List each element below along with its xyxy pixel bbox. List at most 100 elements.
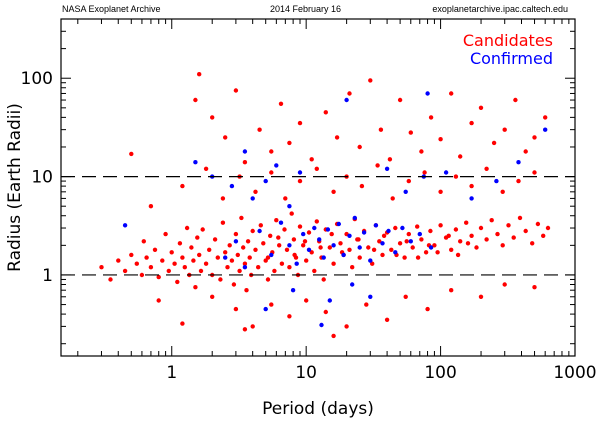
candidates-point xyxy=(489,218,494,223)
candidates-point xyxy=(438,223,443,228)
candidates-point xyxy=(410,245,415,250)
candidates-point xyxy=(241,245,246,250)
candidates-point xyxy=(291,237,297,242)
candidates-point xyxy=(292,252,297,258)
confirmed-point xyxy=(341,252,346,258)
candidates-point xyxy=(287,265,292,270)
candidates-point xyxy=(223,250,228,255)
candidates-point xyxy=(297,178,303,184)
candidates-point xyxy=(455,252,461,258)
confirmed-point xyxy=(312,225,317,231)
legend-confirmed: Confirmed xyxy=(470,49,553,68)
candidates-point xyxy=(148,204,154,209)
candidates-point xyxy=(156,274,161,280)
candidates-point xyxy=(215,255,220,260)
candidates-point xyxy=(247,255,252,260)
confirmed-point xyxy=(347,233,352,238)
candidates-point xyxy=(289,211,294,216)
candidates-point xyxy=(250,228,255,234)
candidates-point xyxy=(464,220,469,225)
candidates-point xyxy=(541,233,546,238)
candidates-point xyxy=(523,228,528,234)
candidates-point xyxy=(203,261,209,266)
candidates-point xyxy=(491,140,497,146)
y-tick-label: 10 xyxy=(31,168,53,188)
candidates-point xyxy=(210,294,215,299)
confirmed-point xyxy=(325,227,331,232)
confirmed-point xyxy=(306,247,312,252)
candidates-point xyxy=(393,225,398,231)
candidates-point xyxy=(378,127,384,132)
candidates-point xyxy=(404,239,409,244)
candidates-point xyxy=(250,324,255,329)
candidates-point xyxy=(359,183,365,189)
candidates-point xyxy=(197,72,202,77)
confirmed-point xyxy=(516,160,521,165)
candidates-point xyxy=(484,166,489,171)
candidates-point xyxy=(408,130,413,135)
confirmed-point xyxy=(384,166,390,171)
candidates-point xyxy=(172,261,177,266)
candidates-point xyxy=(331,189,336,194)
candidates-point xyxy=(306,230,312,235)
candidates-point xyxy=(469,233,474,238)
y-tick-label: 100 xyxy=(21,69,53,89)
candidates-point xyxy=(484,237,489,242)
candidates-point xyxy=(415,224,420,229)
candidates-point xyxy=(193,285,198,290)
candidates-point xyxy=(323,110,328,115)
candidates-point xyxy=(327,245,332,250)
candidates-point xyxy=(523,149,528,154)
candidates-point xyxy=(453,227,459,232)
confirmed-point xyxy=(317,237,322,242)
candidates-point xyxy=(513,97,518,103)
candidates-point xyxy=(223,135,228,140)
confirmed-point xyxy=(350,282,355,287)
candidates-point xyxy=(422,170,427,175)
candidates-point xyxy=(203,166,209,171)
candidates-point xyxy=(380,252,385,258)
candidates-point xyxy=(428,228,433,234)
candidates-point xyxy=(227,243,232,248)
candidates-point xyxy=(242,160,248,165)
candidates-point xyxy=(478,105,484,111)
candidates-point xyxy=(366,245,371,250)
confirmed-point xyxy=(287,243,292,248)
candidates-point xyxy=(184,225,190,231)
candidates-point xyxy=(357,144,362,150)
legend-candidates: Candidates xyxy=(463,31,553,50)
candidates-point xyxy=(377,239,382,244)
x-tick-label: 100 xyxy=(424,363,456,383)
confirmed-point xyxy=(257,228,262,234)
candidates-point xyxy=(279,261,285,266)
confirmed-point xyxy=(443,170,449,175)
confirmed-point xyxy=(352,215,357,221)
candidates-point xyxy=(312,268,317,274)
candidates-point xyxy=(458,154,463,159)
confirmed-point xyxy=(250,196,255,201)
candidates-point xyxy=(148,265,154,270)
confirmed-point xyxy=(386,228,391,234)
confirmed-point xyxy=(242,265,248,270)
candidates-point xyxy=(364,302,369,307)
candidates-point xyxy=(198,268,204,274)
confirmed-point xyxy=(193,160,198,165)
candidates-point xyxy=(233,231,239,237)
confirmed-point xyxy=(408,239,413,244)
confirmed-point xyxy=(274,163,279,168)
candidates-point xyxy=(500,243,505,248)
candidates-point xyxy=(231,282,237,287)
candidates-point xyxy=(384,317,390,322)
confirmed-point xyxy=(278,220,284,225)
candidates-point xyxy=(182,265,187,270)
candidates-point xyxy=(163,231,168,237)
confirmed-point xyxy=(331,243,336,248)
candidates-point xyxy=(297,120,303,126)
candidates-point xyxy=(108,277,113,282)
confirmed-point xyxy=(327,298,332,303)
candidates-point xyxy=(256,265,261,270)
candidates-point xyxy=(116,258,121,263)
y-tick-label: 1 xyxy=(42,266,53,286)
candidates-point xyxy=(276,235,281,240)
confirmed-point xyxy=(229,183,235,189)
